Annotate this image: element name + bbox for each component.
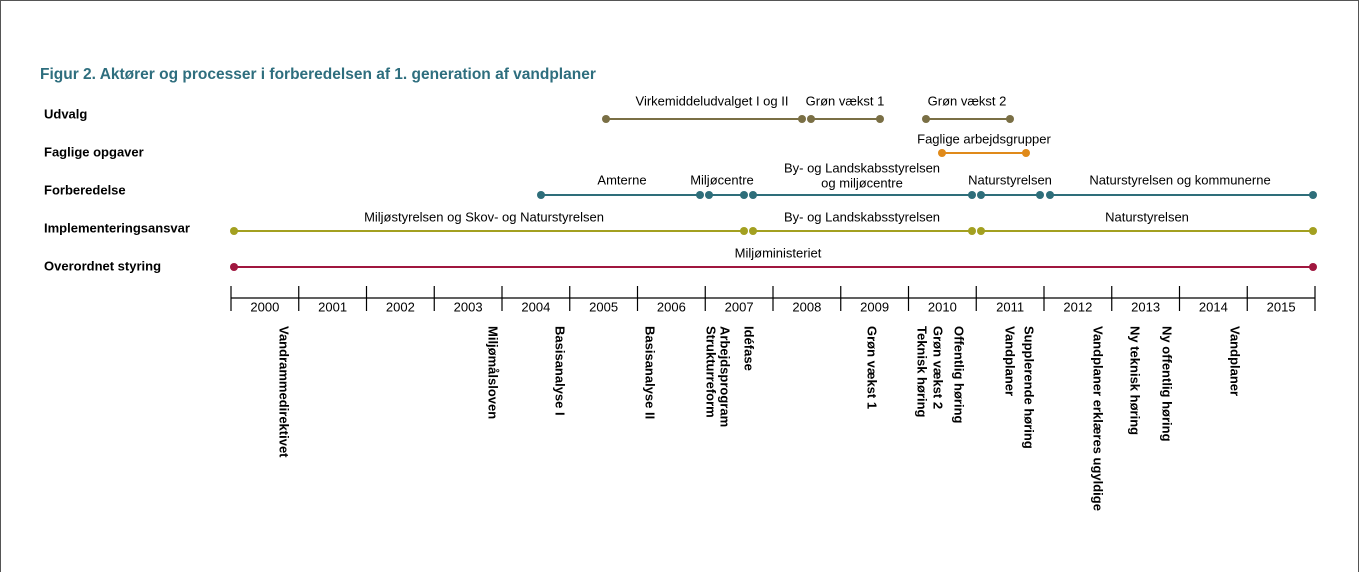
timeline-dot — [1006, 115, 1014, 123]
segment-label: Faglige arbejdsgrupper — [917, 131, 1051, 146]
timeline-dot — [1022, 149, 1030, 157]
segment-label: Grøn vækst 2 — [928, 93, 1007, 108]
year-label: 2008 — [792, 299, 821, 314]
timeline-dot — [749, 191, 757, 199]
timeline-dot — [922, 115, 930, 123]
timeline-dot — [1046, 191, 1054, 199]
timeline-dot — [1309, 263, 1317, 271]
timeline-dot — [1036, 191, 1044, 199]
year-label: 2000 — [250, 299, 279, 314]
segment-label: Naturstyrelsen — [1105, 209, 1189, 224]
row-label: Implementeringsansvar — [44, 220, 190, 235]
year-label: 2011 — [996, 299, 1024, 314]
event-label: Basisanalyse II — [643, 326, 658, 419]
segment-label: Miljøministeriet — [735, 245, 822, 260]
year-label: 2013 — [1131, 299, 1160, 314]
timeline-dot — [740, 191, 748, 199]
timeline-dot — [230, 227, 238, 235]
event-label: Vandplaner — [1228, 326, 1243, 396]
event-label: Teknisk høring — [915, 326, 930, 418]
event-label: Supplerende høring — [1022, 326, 1037, 449]
timeline-dot — [968, 191, 976, 199]
segment-label: Grøn vækst 1 — [806, 93, 885, 108]
segment-label: Amterne — [597, 172, 646, 187]
row-label: Overordnet styring — [44, 258, 161, 273]
segment-label: Virkemiddeludvalget I og II — [636, 93, 789, 108]
figure-title: Figur 2. Aktører og processer i forbered… — [40, 66, 596, 83]
event-label: Grøn vækst 1 — [865, 326, 880, 409]
timeline-dot — [938, 149, 946, 157]
timeline-dot — [977, 227, 985, 235]
event-label: Miljømålsloven — [486, 326, 501, 419]
event-label: Vandrammedirektivet — [277, 326, 292, 458]
year-label: 2012 — [1063, 299, 1092, 314]
year-label: 2006 — [657, 299, 686, 314]
event-label: Offentlig høring — [952, 326, 967, 424]
event-label: Ny offentlig høring — [1160, 326, 1175, 442]
timeline-dot — [696, 191, 704, 199]
timeline-dot — [230, 263, 238, 271]
row-label: Faglige opgaver — [44, 144, 144, 159]
segment-label: Naturstyrelsen — [968, 172, 1052, 187]
timeline-dot — [1309, 227, 1317, 235]
timeline-dot — [1309, 191, 1317, 199]
year-label: 2004 — [521, 299, 550, 314]
timeline-dot — [876, 115, 884, 123]
segment-label: By- og Landskabsstyrelsen — [784, 160, 940, 175]
year-label: 2015 — [1267, 299, 1296, 314]
timeline-dot — [807, 115, 815, 123]
year-label: 2005 — [589, 299, 618, 314]
event-label: Ny teknisk høring — [1128, 326, 1143, 435]
segment-label: Naturstyrelsen og kommunerne — [1089, 172, 1270, 187]
segment-label: By- og Landskabsstyrelsen — [784, 209, 940, 224]
timeline-dot — [798, 115, 806, 123]
segment-label: Miljøcentre — [690, 172, 754, 187]
year-label: 2007 — [725, 299, 754, 314]
timeline-dot — [968, 227, 976, 235]
timeline-dot — [602, 115, 610, 123]
segment-label: og miljøcentre — [821, 175, 903, 190]
event-label: Vandplaner erklæres ugyldige — [1091, 326, 1106, 511]
event-label: Strukturreform — [704, 326, 719, 418]
row-label: Udvalg — [44, 106, 87, 121]
event-label: Basisanalyse I — [553, 326, 568, 416]
timeline-dot — [740, 227, 748, 235]
row-label: Forberedelse — [44, 182, 126, 197]
event-label: Idéfase — [742, 326, 757, 371]
year-label: 2009 — [860, 299, 889, 314]
segment-label: Miljøstyrelsen og Skov- og Naturstyrelse… — [364, 209, 604, 224]
year-label: 2010 — [928, 299, 957, 314]
timeline-dot — [977, 191, 985, 199]
year-label: 2003 — [454, 299, 483, 314]
event-label: Arbejdsprogram — [718, 326, 733, 427]
timeline-dot — [537, 191, 545, 199]
event-label: Vandplaner — [1003, 326, 1018, 396]
year-label: 2002 — [386, 299, 415, 314]
event-label: Grøn vækst 2 — [931, 326, 946, 409]
year-label: 2001 — [318, 299, 347, 314]
timeline-dot — [749, 227, 757, 235]
timeline-dot — [705, 191, 713, 199]
year-label: 2014 — [1199, 299, 1228, 314]
